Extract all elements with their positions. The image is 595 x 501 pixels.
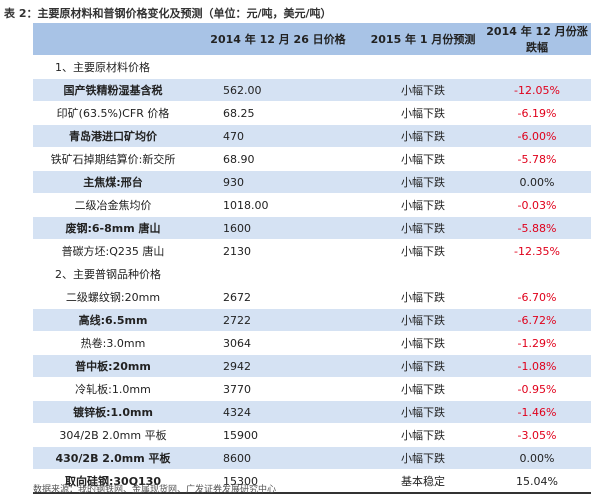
data-row: 冷轧板:1.0mm 3770 小幅下跌 -0.95% <box>33 377 591 401</box>
cell: -6.72% <box>483 308 591 332</box>
table-title: 表 2：主要原材料和普钢价格变化及预测（单位：元/吨，美元/吨） <box>4 7 332 20</box>
cell: 小幅下跌 <box>363 285 483 309</box>
cell: -6.19% <box>483 101 591 125</box>
cell: 2672 <box>193 285 363 309</box>
cell: -0.95% <box>483 377 591 401</box>
data-row: 镀锌板:1.0mm 4324 小幅下跌 -1.46% <box>33 400 591 424</box>
cell: 930 <box>193 170 363 194</box>
cell: -0.03% <box>483 193 591 217</box>
data-row: 青岛港进口矿均价 470 小幅下跌 -6.00% <box>33 124 591 148</box>
data-row: 取向硅钢:30Q130 15300 基本稳定 15.04% <box>33 469 591 494</box>
cell: 基本稳定 <box>363 469 483 494</box>
data-row: 普碳方坯:Q235 唐山 2130 小幅下跌 -12.35% <box>33 239 591 263</box>
cell: -1.29% <box>483 331 591 355</box>
data-row: 热卷:3.0mm 3064 小幅下跌 -1.29% <box>33 331 591 355</box>
cell: 2130 <box>193 239 363 263</box>
table-body: 1、主要原材料价格 国产铁精粉湿基含税 562.00 小幅下跌 -12.05% 印矿(63… <box>33 55 591 494</box>
cell: 镀锌板:1.0mm <box>33 400 193 424</box>
cell: 小幅下跌 <box>363 423 483 447</box>
cell: 国产铁精粉湿基含税 <box>33 78 193 102</box>
cell: 小幅下跌 <box>363 354 483 378</box>
cell: 小幅下跌 <box>363 216 483 240</box>
cell: 小幅下跌 <box>363 377 483 401</box>
cell: -1.46% <box>483 400 591 424</box>
cell: 15900 <box>193 423 363 447</box>
cell: 铁矿石掉期结算价:新交所 <box>33 147 193 171</box>
section-title: 2、主要普钢品种价格 <box>33 262 591 286</box>
data-row: 高线:6.5mm 2722 小幅下跌 -6.72% <box>33 308 591 332</box>
cell: 3770 <box>193 377 363 401</box>
cell: 小幅下跌 <box>363 446 483 470</box>
cell: -5.88% <box>483 216 591 240</box>
cell: -12.05% <box>483 78 591 102</box>
cell: -6.00% <box>483 124 591 148</box>
cell: 二级螺纹钢:20mm <box>33 285 193 309</box>
cell: 普碳方坯:Q235 唐山 <box>33 239 193 263</box>
data-row: 主焦煤:邢台 930 小幅下跌 0.00% <box>33 170 591 194</box>
data-row: 430/2B 2.0mm 平板 8600 小幅下跌 0.00% <box>33 446 591 470</box>
cell: 0.00% <box>483 446 591 470</box>
cell: 热卷:3.0mm <box>33 331 193 355</box>
cell: 470 <box>193 124 363 148</box>
price-table: 2014 年 12 月 26 日价格 2015 年 1 月份预测 2014 年 12… <box>33 23 591 494</box>
cell: 小幅下跌 <box>363 193 483 217</box>
cell: 8600 <box>193 446 363 470</box>
cell: 小幅下跌 <box>363 124 483 148</box>
section-row: 2、主要普钢品种价格 <box>33 262 591 286</box>
cell: -6.70% <box>483 285 591 309</box>
cell: 普中板:20mm <box>33 354 193 378</box>
cell: -12.35% <box>483 239 591 263</box>
cell: 1018.00 <box>193 193 363 217</box>
cell: -3.05% <box>483 423 591 447</box>
header-cell <box>33 23 193 56</box>
cell: -5.78% <box>483 147 591 171</box>
cell: 4324 <box>193 400 363 424</box>
data-row: 印矿(63.5%)CFR 价格 68.25 小幅下跌 -6.19% <box>33 101 591 125</box>
header-cell: 2014 年 12 月份涨跌幅 <box>483 23 591 56</box>
cell: 68.90 <box>193 147 363 171</box>
cell: 青岛港进口矿均价 <box>33 124 193 148</box>
cell: 二级冶金焦均价 <box>33 193 193 217</box>
cell: 2722 <box>193 308 363 332</box>
cell: 562.00 <box>193 78 363 102</box>
cell: 小幅下跌 <box>363 308 483 332</box>
section-title: 1、主要原材料价格 <box>33 55 591 79</box>
cell: 15300 <box>193 469 363 494</box>
cell: 小幅下跌 <box>363 101 483 125</box>
cell: 冷轧板:1.0mm <box>33 377 193 401</box>
cell: 小幅下跌 <box>363 239 483 263</box>
header-row: 2014 年 12 月 26 日价格 2015 年 1 月份预测 2014 年 12… <box>33 23 591 56</box>
data-row: 废钢:6-8mm 唐山 1600 小幅下跌 -5.88% <box>33 216 591 240</box>
cell: 430/2B 2.0mm 平板 <box>33 446 193 470</box>
cell: 主焦煤:邢台 <box>33 170 193 194</box>
cell: 取向硅钢:30Q130 <box>33 469 193 494</box>
cell: 废钢:6-8mm 唐山 <box>33 216 193 240</box>
cell: 小幅下跌 <box>363 147 483 171</box>
data-row: 国产铁精粉湿基含税 562.00 小幅下跌 -12.05% <box>33 78 591 102</box>
cell: 0.00% <box>483 170 591 194</box>
data-row: 普中板:20mm 2942 小幅下跌 -1.08% <box>33 354 591 378</box>
cell: 1600 <box>193 216 363 240</box>
cell: 2942 <box>193 354 363 378</box>
data-row: 二级冶金焦均价 1018.00 小幅下跌 -0.03% <box>33 193 591 217</box>
cell: 304/2B 2.0mm 平板 <box>33 423 193 447</box>
cell: 小幅下跌 <box>363 78 483 102</box>
cell: 高线:6.5mm <box>33 308 193 332</box>
header-cell: 2014 年 12 月 26 日价格 <box>193 23 363 56</box>
header-cell: 2015 年 1 月份预测 <box>363 23 483 56</box>
cell: 68.25 <box>193 101 363 125</box>
cell: 3064 <box>193 331 363 355</box>
cell: 小幅下跌 <box>363 400 483 424</box>
section-row: 1、主要原材料价格 <box>33 55 591 79</box>
data-row: 二级螺纹钢:20mm 2672 小幅下跌 -6.70% <box>33 285 591 309</box>
data-row: 铁矿石掉期结算价:新交所 68.90 小幅下跌 -5.78% <box>33 147 591 171</box>
source-note: 数据来源：我的钢铁网、金属现货网、广发证券发展研究中心 <box>33 485 277 495</box>
cell: 印矿(63.5%)CFR 价格 <box>33 101 193 125</box>
cell: 15.04% <box>483 469 591 494</box>
data-row: 304/2B 2.0mm 平板 15900 小幅下跌 -3.05% <box>33 423 591 447</box>
cell: 小幅下跌 <box>363 170 483 194</box>
cell: 小幅下跌 <box>363 331 483 355</box>
cell: -1.08% <box>483 354 591 378</box>
